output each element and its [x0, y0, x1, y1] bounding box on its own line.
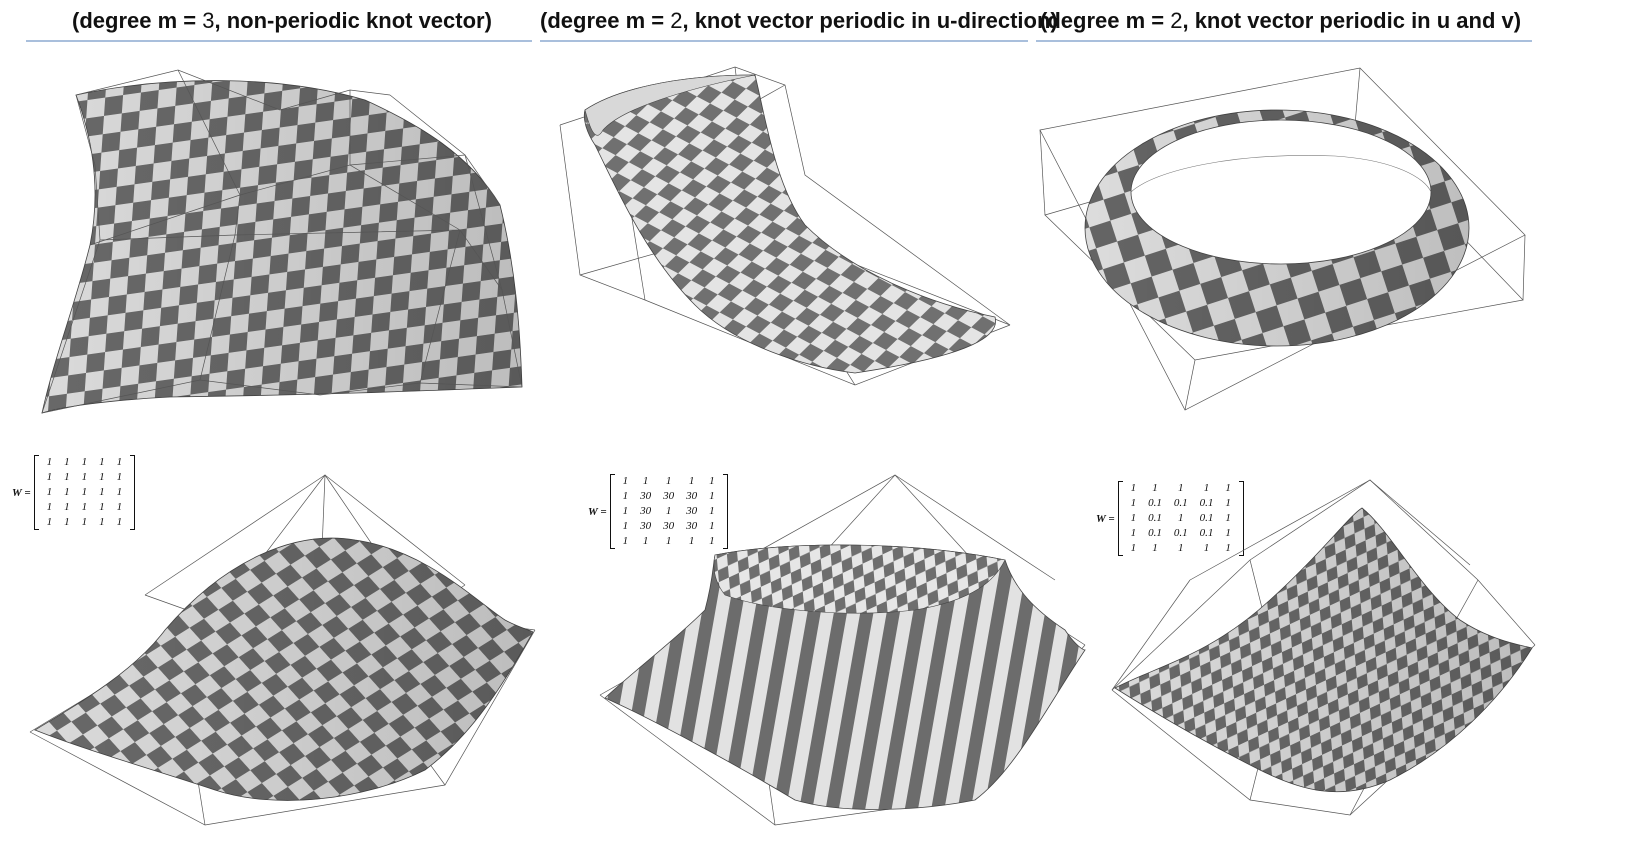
degree-value: 2 [1170, 8, 1183, 33]
surface-nonperiodic-top [20, 55, 540, 425]
surface-periodic-u-top [555, 55, 1035, 395]
weight-matrix-label: W = [588, 505, 607, 518]
surface-weight-30-bottom [595, 470, 1105, 850]
title-underline-2 [540, 40, 1028, 42]
column-title-1: (degree m = 3, non-periodic knot vector) [72, 8, 492, 33]
control-net [41, 69, 523, 414]
degree-value: 2 [670, 8, 683, 33]
surface-periodic-uv-top [1035, 60, 1535, 420]
column-title-2: (degree m = 2, knot vector periodic in u… [540, 8, 1058, 33]
degree-value: 3 [202, 8, 215, 33]
weight-matrix-label: W = [1096, 512, 1115, 525]
column-title-3: (degree m = 2, knot vector periodic in u… [1040, 8, 1522, 33]
surface-uniform-weights-bottom [25, 470, 555, 850]
title-underline-1 [26, 40, 532, 42]
surface-weight-01-bottom [1100, 470, 1540, 850]
weight-matrix-label: W = [12, 486, 31, 499]
title-underline-3 [1036, 40, 1532, 42]
